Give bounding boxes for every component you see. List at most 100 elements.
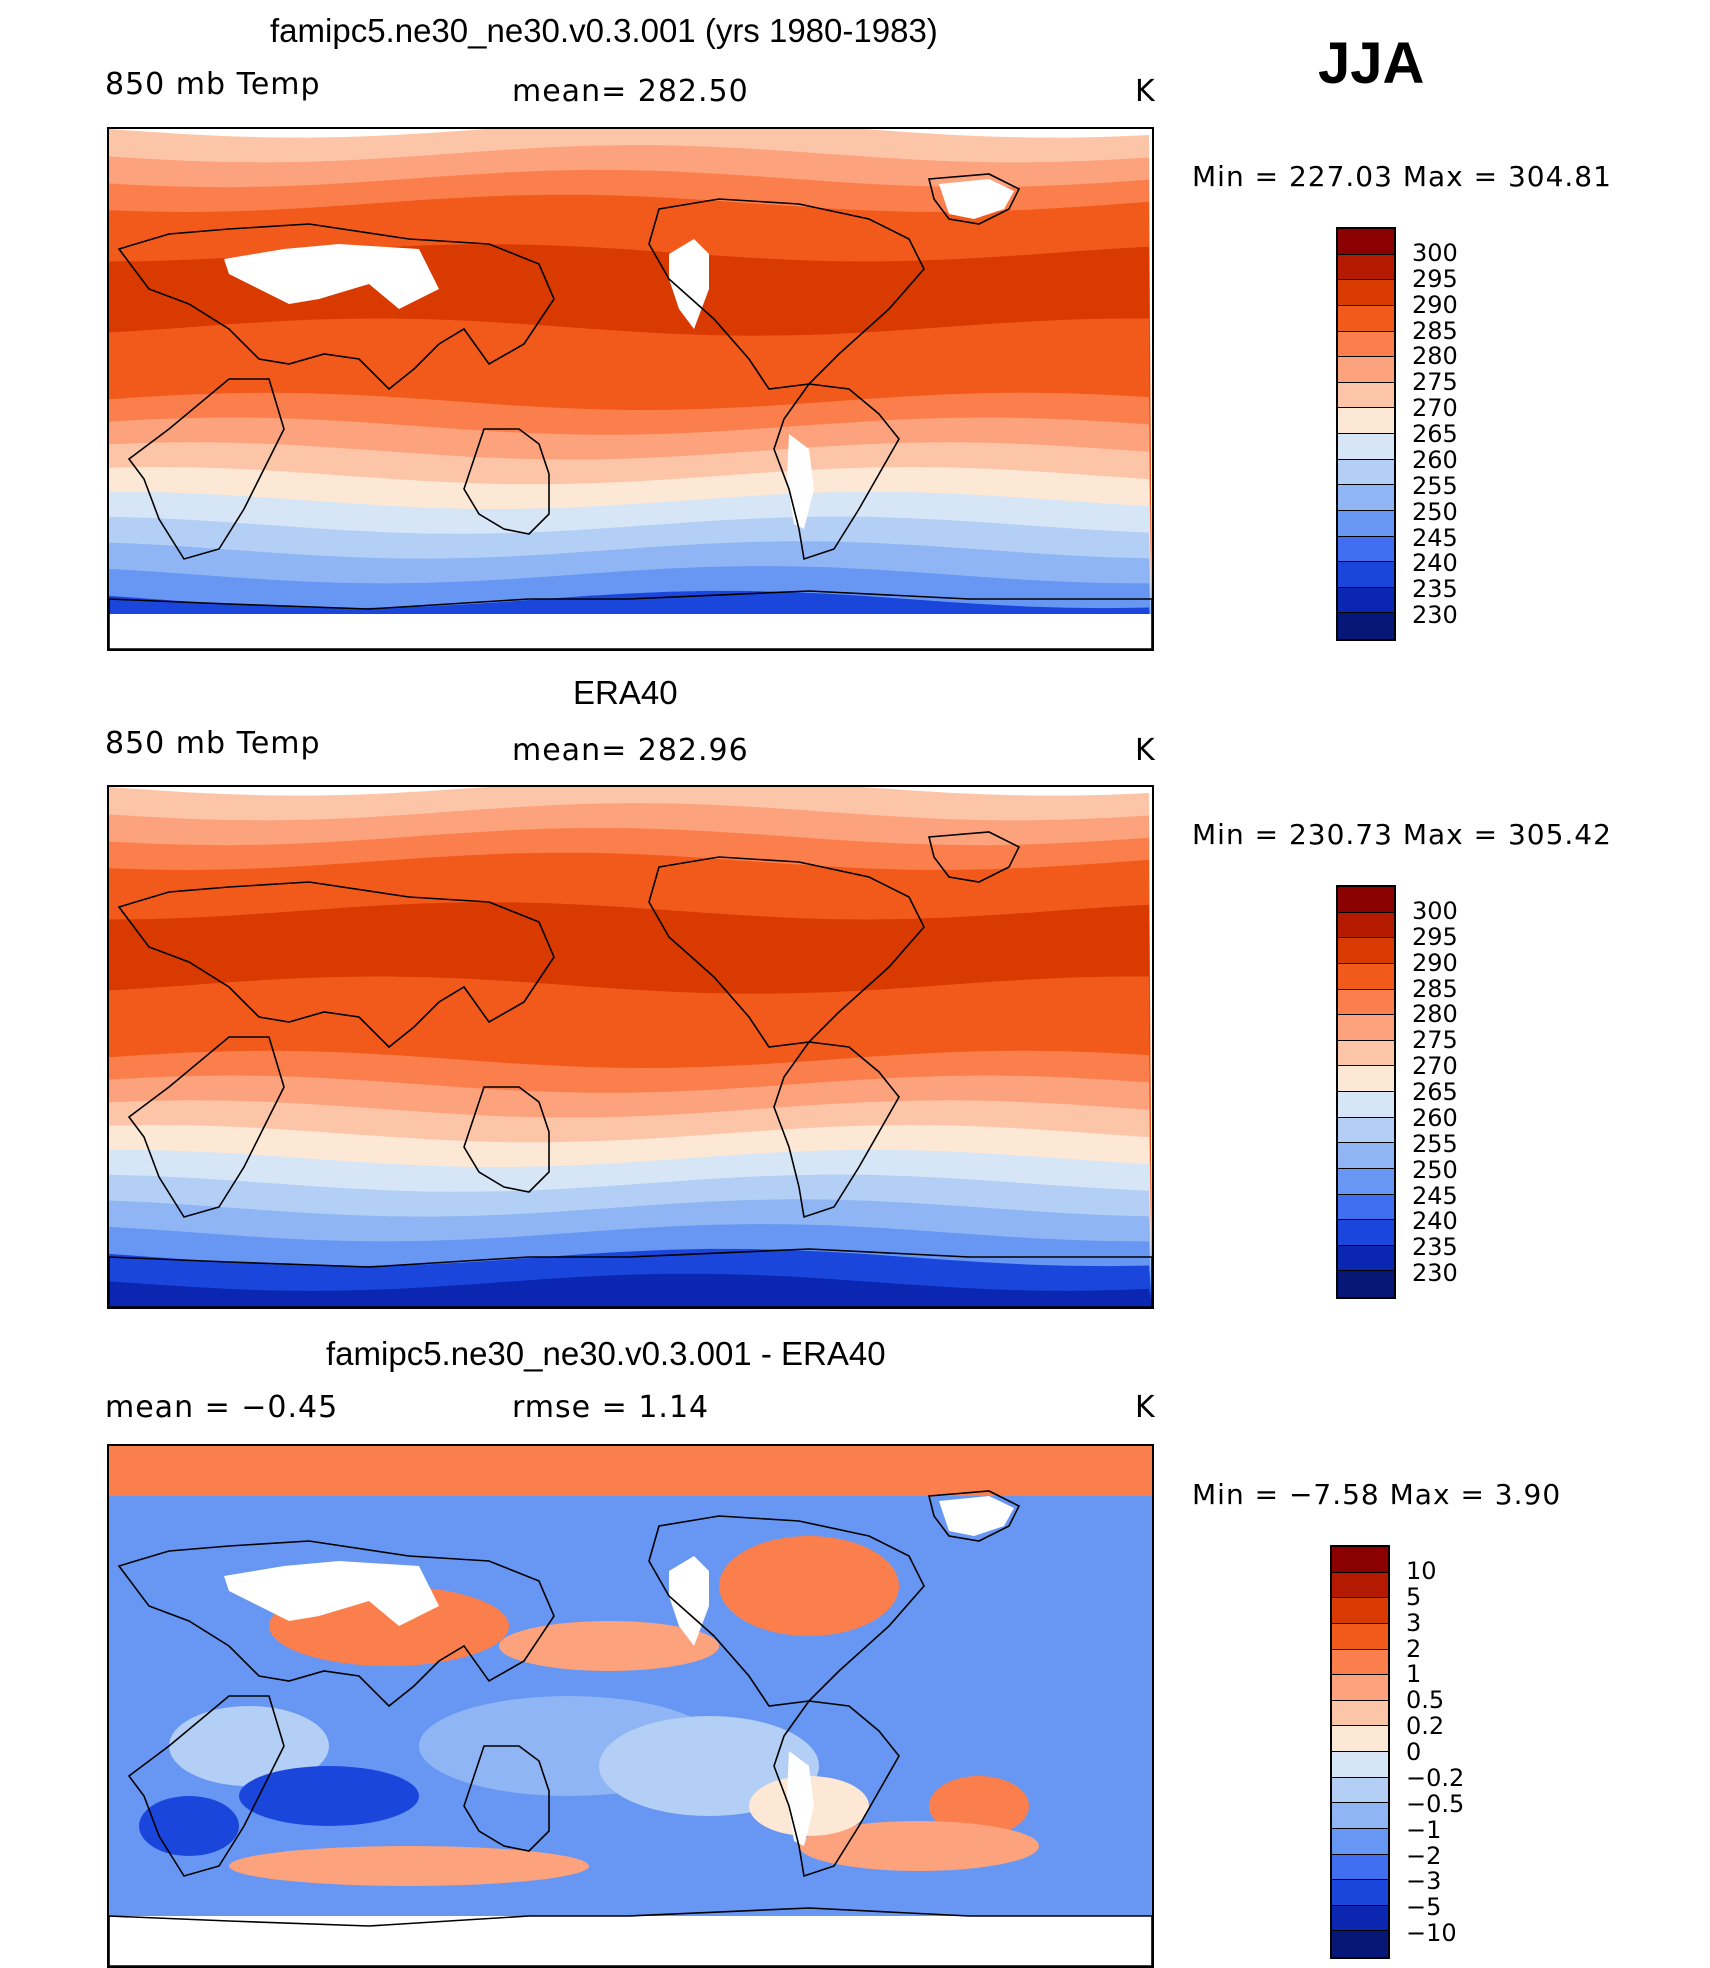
colorbar-swatch <box>1332 1854 1388 1881</box>
colorbar-label: −3 <box>1406 1867 1442 1896</box>
colorbar-label: 5 <box>1406 1582 1422 1611</box>
colorbar-label: 250 <box>1412 497 1458 526</box>
colorbar-swatch <box>1338 357 1394 383</box>
colorbar-swatch <box>1338 382 1394 409</box>
colorbar-label: 10 <box>1406 1556 1437 1585</box>
panel2-mean-label: mean= 282.96 <box>512 733 749 768</box>
colorbar-label: 275 <box>1412 1026 1458 1055</box>
colorbar-label: 2 <box>1406 1634 1422 1663</box>
panel1-mean-label: mean= 282.50 <box>512 74 749 109</box>
colorbar-swatch <box>1338 280 1394 306</box>
colorbar-label: 0 <box>1406 1738 1422 1766</box>
colorbar-label: −5 <box>1406 1893 1442 1922</box>
panel1-variable-label: 850 mb Temp <box>105 67 321 102</box>
colorbar-swatch <box>1338 1143 1394 1169</box>
colorbar-label: 295 <box>1412 264 1458 293</box>
colorbar-swatch <box>1338 1194 1394 1221</box>
season-title: JJA <box>1318 31 1425 96</box>
colorbar-swatch <box>1338 1040 1394 1067</box>
colorbar-swatch <box>1338 887 1394 913</box>
colorbar-label: 230 <box>1412 1259 1458 1288</box>
colorbar-label: 250 <box>1412 1155 1458 1184</box>
colorbar-label: 260 <box>1412 445 1458 474</box>
colorbar-swatch <box>1338 938 1394 964</box>
colorbar-swatch <box>1338 1066 1394 1092</box>
panel3-map <box>107 1444 1154 1968</box>
colorbar-swatch <box>1332 1700 1388 1727</box>
colorbar-swatch <box>1338 1220 1394 1246</box>
panel2-map <box>107 785 1154 1309</box>
colorbar-label: 295 <box>1412 922 1458 951</box>
colorbar-swatch <box>1332 1649 1388 1676</box>
colorbar-swatch <box>1332 1598 1388 1624</box>
panel3-rmse-label: rmse = 1.14 <box>512 1390 710 1425</box>
colorbar-swatch <box>1332 1828 1388 1855</box>
colorbar-label: −0.2 <box>1406 1763 1465 1792</box>
colorbar-swatch <box>1332 1623 1388 1650</box>
colorbar-label: −10 <box>1406 1919 1457 1948</box>
colorbar-swatch <box>1338 1271 1394 1297</box>
colorbar-swatch <box>1338 254 1394 281</box>
panel1-title: famipc5.ne30_ne30.v0.3.001 (yrs 1980-198… <box>270 12 938 49</box>
colorbar-label: 245 <box>1412 1181 1458 1210</box>
panel1-map <box>107 127 1154 651</box>
colorbar-swatch <box>1332 1803 1388 1829</box>
colorbar-swatch <box>1338 562 1394 588</box>
colorbar-swatch <box>1332 1880 1388 1906</box>
colorbar-label: 265 <box>1412 420 1458 448</box>
colorbar-swatch <box>1338 1092 1394 1118</box>
panel1-units-label: K <box>1135 74 1156 109</box>
colorbar-swatch <box>1338 912 1394 939</box>
colorbar-label: 275 <box>1412 368 1458 397</box>
colorbar-swatch <box>1332 1905 1388 1932</box>
colorbar-label: 270 <box>1412 394 1458 423</box>
colorbar-swatch <box>1332 1752 1388 1778</box>
colorbar-swatch <box>1338 434 1394 460</box>
colorbar-label: 285 <box>1412 974 1458 1003</box>
colorbar-swatch <box>1332 1572 1388 1599</box>
colorbar-label: 240 <box>1412 1207 1458 1236</box>
colorbar-label: 280 <box>1412 1000 1458 1029</box>
colorbar-label: 235 <box>1412 575 1458 604</box>
colorbar-swatch <box>1332 1931 1388 1957</box>
colorbar-label: 285 <box>1412 316 1458 345</box>
colorbar-swatch <box>1338 1245 1394 1272</box>
colorbar-swatch <box>1338 459 1394 486</box>
colorbar-label: 0.2 <box>1406 1712 1445 1741</box>
colorbar-label: 265 <box>1412 1078 1458 1106</box>
panel3-units-label: K <box>1135 1390 1156 1425</box>
colorbar-label: 1 <box>1406 1660 1422 1689</box>
panel2-units-label: K <box>1135 733 1156 768</box>
colorbar-swatch <box>1338 1015 1394 1041</box>
colorbar-label: 290 <box>1412 948 1458 977</box>
colorbar-swatch <box>1332 1547 1388 1573</box>
panel2-minmax: Min = 230.73 Max = 305.42 <box>1192 818 1612 851</box>
panel3-mean-label: mean = −0.45 <box>105 1390 339 1425</box>
colorbar-swatch <box>1338 613 1394 639</box>
colorbar-label: 3 <box>1406 1608 1422 1637</box>
panel1-colorbar <box>1336 227 1396 641</box>
colorbar-label: 245 <box>1412 523 1458 552</box>
colorbar-swatch <box>1338 1117 1394 1144</box>
colorbar-label: 290 <box>1412 290 1458 319</box>
colorbar-swatch <box>1338 1168 1394 1195</box>
colorbar-swatch <box>1338 989 1394 1016</box>
colorbar-swatch <box>1338 963 1394 990</box>
colorbar-swatch <box>1338 510 1394 537</box>
colorbar-label: 270 <box>1412 1052 1458 1081</box>
colorbar-swatch <box>1332 1675 1388 1701</box>
panel3-title: famipc5.ne30_ne30.v0.3.001 - ERA40 <box>326 1335 886 1372</box>
colorbar-swatch <box>1338 331 1394 358</box>
colorbar-label: 240 <box>1412 549 1458 578</box>
panel2-variable-label: 850 mb Temp <box>105 726 321 761</box>
colorbar-label: 255 <box>1412 471 1458 500</box>
colorbar-swatch <box>1338 536 1394 563</box>
colorbar-label: 0.5 <box>1406 1686 1445 1715</box>
colorbar-label: 300 <box>1412 238 1458 267</box>
colorbar-swatch <box>1338 485 1394 511</box>
colorbar-swatch <box>1338 305 1394 332</box>
colorbar-swatch <box>1338 229 1394 255</box>
colorbar-swatch <box>1332 1726 1388 1752</box>
colorbar-label: 280 <box>1412 342 1458 371</box>
panel2-title: ERA40 <box>573 674 678 711</box>
